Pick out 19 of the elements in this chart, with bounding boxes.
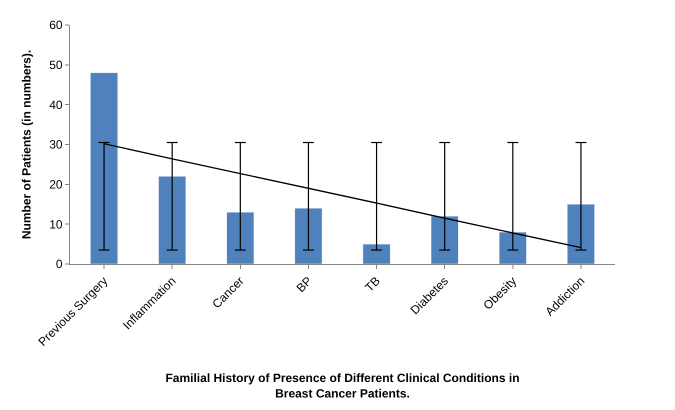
x-tick-label: BP (294, 274, 315, 296)
bar (294, 208, 322, 264)
bar (430, 216, 459, 264)
bar (498, 232, 527, 264)
bar (158, 176, 186, 264)
x-axis-title: Familial History of Presence of Different Clinical Conditions in Breast Cancer Patients. (165, 370, 520, 400)
y-tick-label: 20 (49, 178, 63, 192)
bar (90, 72, 118, 264)
y-tick-label: 50 (49, 58, 63, 72)
y-tick-label: 60 (49, 18, 63, 32)
bar (226, 212, 254, 264)
y-tick-label: 10 (49, 217, 63, 232)
y-tick-label: 40 (49, 98, 63, 112)
x-tick-label: TB (362, 274, 383, 295)
y-tick-label: 0 (56, 257, 63, 272)
bar (362, 244, 390, 264)
bar (567, 204, 595, 264)
y-axis-title: Number of Patients (in numbers). (20, 50, 34, 240)
y-tick-label: 30 (49, 138, 63, 152)
